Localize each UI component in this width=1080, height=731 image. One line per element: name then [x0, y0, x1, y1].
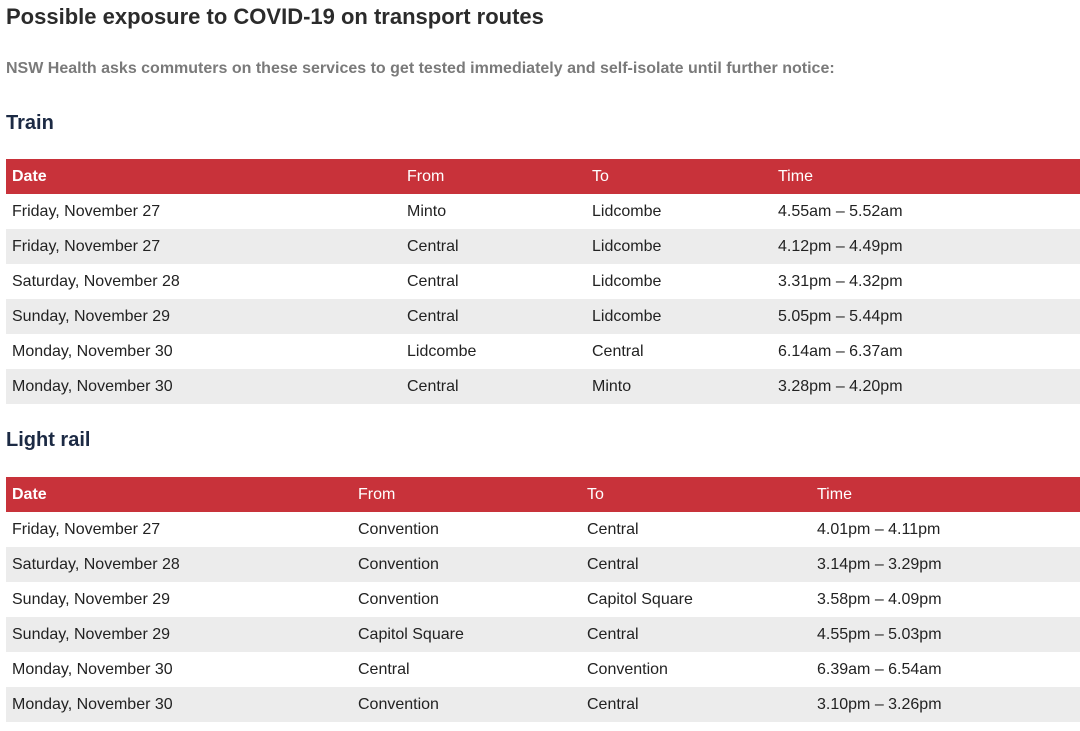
- cell-from: Lidcombe: [401, 334, 586, 369]
- column-header-to: To: [586, 159, 772, 194]
- cell-to: Lidcombe: [586, 299, 772, 334]
- cell-to: Lidcombe: [586, 264, 772, 299]
- page-title: Possible exposure to COVID-19 on transpo…: [6, 4, 544, 29]
- cell-to: Convention: [581, 652, 811, 687]
- cell-date: Saturday, November 28: [6, 264, 401, 299]
- cell-date: Monday, November 30: [6, 369, 401, 404]
- cell-time: 6.14am – 6.37am: [772, 334, 1080, 369]
- table-header-row: Date From To Time: [6, 159, 1080, 194]
- table-row: Friday, November 27 Convention Central 4…: [6, 512, 1080, 547]
- page-subtitle: NSW Health asks commuters on these servi…: [6, 60, 835, 77]
- cell-date: Sunday, November 29: [6, 582, 352, 617]
- cell-from: Minto: [401, 194, 586, 229]
- cell-time: 4.55pm – 5.03pm: [811, 617, 1080, 652]
- table-row: Saturday, November 28 Central Lidcombe 3…: [6, 264, 1080, 299]
- cell-date: Monday, November 30: [6, 652, 352, 687]
- cell-from: Convention: [352, 582, 581, 617]
- cell-to: Central: [586, 334, 772, 369]
- light-rail-table: Date From To Time Friday, November 27 Co…: [6, 477, 1080, 722]
- cell-time: 4.01pm – 4.11pm: [811, 512, 1080, 547]
- cell-from: Central: [401, 299, 586, 334]
- train-table: Date From To Time Friday, November 27 Mi…: [6, 159, 1080, 404]
- table-header-row: Date From To Time: [6, 477, 1080, 512]
- column-header-from: From: [352, 477, 581, 512]
- cell-date: Saturday, November 28: [6, 547, 352, 582]
- cell-time: 4.55am – 5.52am: [772, 194, 1080, 229]
- table-row: Sunday, November 29 Capitol Square Centr…: [6, 617, 1080, 652]
- cell-time: 3.28pm – 4.20pm: [772, 369, 1080, 404]
- table-row: Saturday, November 28 Convention Central…: [6, 547, 1080, 582]
- table-row: Monday, November 30 Convention Central 3…: [6, 687, 1080, 722]
- column-header-from: From: [401, 159, 586, 194]
- cell-time: 5.05pm – 5.44pm: [772, 299, 1080, 334]
- cell-time: 6.39am – 6.54am: [811, 652, 1080, 687]
- column-header-time: Time: [811, 477, 1080, 512]
- column-header-to: To: [581, 477, 811, 512]
- cell-date: Monday, November 30: [6, 687, 352, 722]
- table-row: Sunday, November 29 Convention Capitol S…: [6, 582, 1080, 617]
- cell-to: Lidcombe: [586, 194, 772, 229]
- cell-to: Central: [581, 617, 811, 652]
- column-header-time: Time: [772, 159, 1080, 194]
- cell-from: Capitol Square: [352, 617, 581, 652]
- cell-to: Minto: [586, 369, 772, 404]
- cell-to: Central: [581, 687, 811, 722]
- column-header-date: Date: [6, 477, 352, 512]
- cell-time: 3.58pm – 4.09pm: [811, 582, 1080, 617]
- cell-to: Central: [581, 512, 811, 547]
- cell-date: Friday, November 27: [6, 229, 401, 264]
- cell-time: 4.12pm – 4.49pm: [772, 229, 1080, 264]
- cell-from: Convention: [352, 687, 581, 722]
- table-row: Monday, November 30 Lidcombe Central 6.1…: [6, 334, 1080, 369]
- cell-from: Convention: [352, 547, 581, 582]
- cell-date: Sunday, November 29: [6, 617, 352, 652]
- light-rail-section-title: Light rail: [6, 429, 91, 451]
- cell-to: Lidcombe: [586, 229, 772, 264]
- cell-from: Central: [352, 652, 581, 687]
- cell-time: 3.31pm – 4.32pm: [772, 264, 1080, 299]
- cell-from: Central: [401, 264, 586, 299]
- cell-time: 3.14pm – 3.29pm: [811, 547, 1080, 582]
- cell-from: Central: [401, 369, 586, 404]
- cell-to: Capitol Square: [581, 582, 811, 617]
- table-row: Sunday, November 29 Central Lidcombe 5.0…: [6, 299, 1080, 334]
- cell-from: Convention: [352, 512, 581, 547]
- table-row: Friday, November 27 Minto Lidcombe 4.55a…: [6, 194, 1080, 229]
- cell-date: Monday, November 30: [6, 334, 401, 369]
- cell-date: Sunday, November 29: [6, 299, 401, 334]
- cell-time: 3.10pm – 3.26pm: [811, 687, 1080, 722]
- table-row: Monday, November 30 Central Minto 3.28pm…: [6, 369, 1080, 404]
- cell-date: Friday, November 27: [6, 512, 352, 547]
- cell-from: Central: [401, 229, 586, 264]
- column-header-date: Date: [6, 159, 401, 194]
- train-section-title: Train: [6, 112, 54, 134]
- table-row: Friday, November 27 Central Lidcombe 4.1…: [6, 229, 1080, 264]
- table-row: Monday, November 30 Central Convention 6…: [6, 652, 1080, 687]
- cell-date: Friday, November 27: [6, 194, 401, 229]
- cell-to: Central: [581, 547, 811, 582]
